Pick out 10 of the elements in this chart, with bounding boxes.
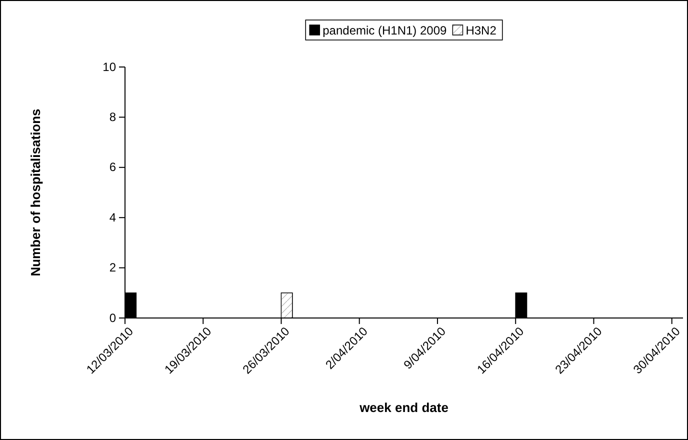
legend-label: H3N2	[466, 24, 497, 38]
y-tick-label: 6	[109, 160, 116, 174]
x-axis-title: week end date	[358, 400, 448, 415]
y-axis-title: Number of hospitalisations	[28, 108, 43, 276]
y-tick-label: 2	[109, 260, 116, 275]
y-tick-label: 4	[109, 210, 116, 224]
y-tick-label: 8	[109, 110, 116, 124]
legend-label: pandemic (H1N1) 2009	[322, 24, 448, 38]
y-tick-label: 10	[102, 60, 116, 74]
y-tick-label: 0	[109, 310, 116, 325]
